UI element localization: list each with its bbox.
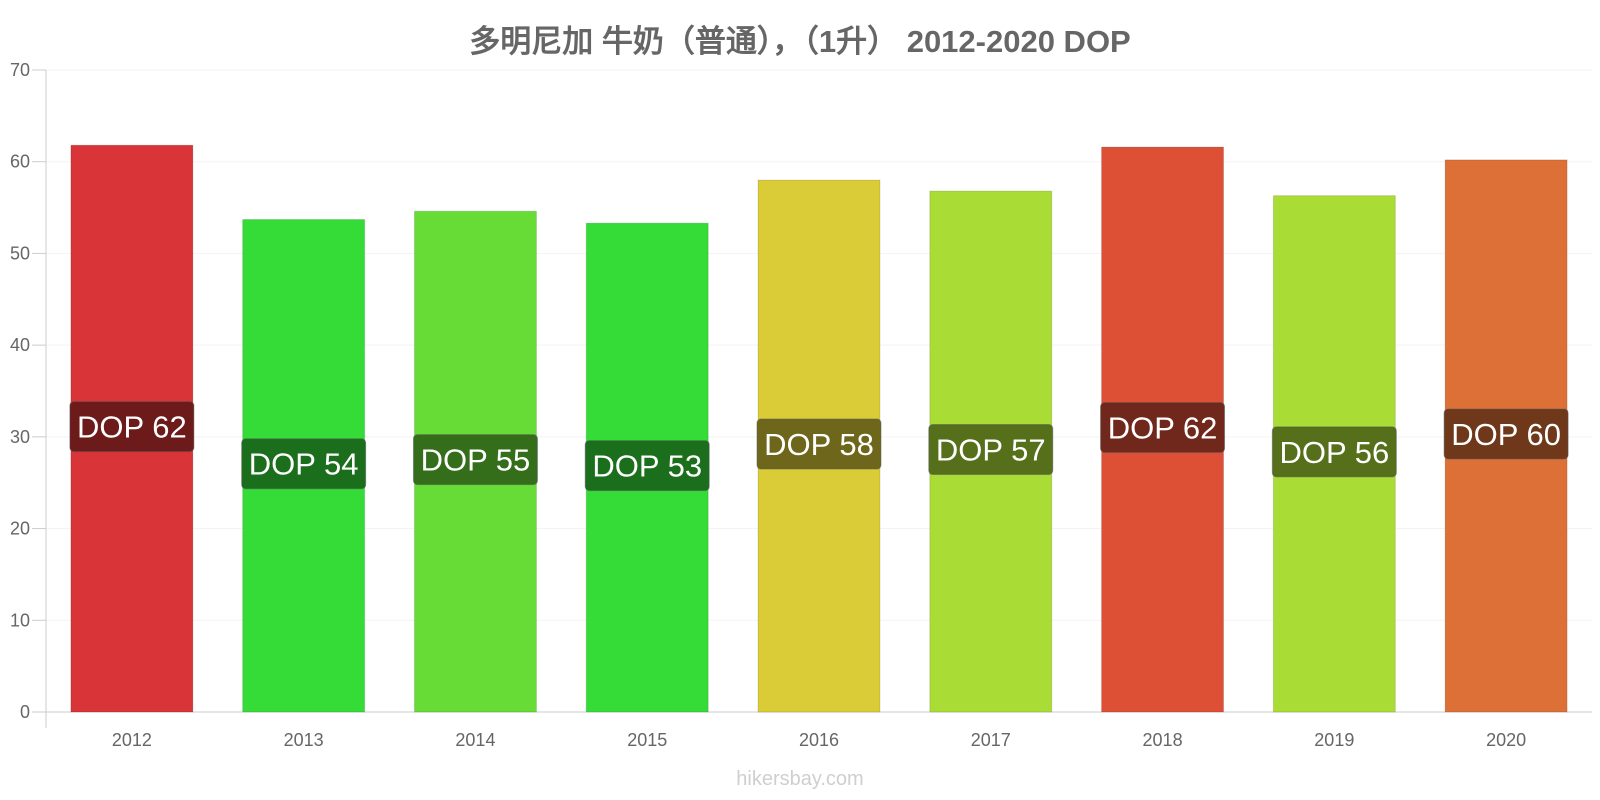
x-tick-label: 2019 — [1314, 730, 1354, 750]
data-label: DOP 62 — [1108, 411, 1218, 446]
data-label-box-2014 — [412, 434, 538, 486]
data-labels: DOP 62 DOP 54 DOP 55 DOP 53 DOP 58 DOP 57 DOP … — [69, 401, 1569, 492]
data-label-box-2020 — [1443, 408, 1569, 460]
data-label-box-2017 — [928, 424, 1054, 476]
axes: 0 10 20 30 40 50 60 70 2012 2013 2014 2015 2016 2017 2… — [10, 60, 1592, 750]
x-tick-label: 2015 — [627, 730, 667, 750]
data-label: DOP 62 — [77, 410, 187, 445]
data-label-box-2018 — [1100, 402, 1226, 454]
chart-title: 多明尼加 牛奶（普通），（1升） 2012-2020 DOP — [469, 24, 1131, 59]
data-label-box-2012 — [69, 401, 195, 453]
y-tick-label: 50 — [10, 243, 30, 263]
data-label: DOP 57 — [936, 433, 1046, 468]
data-label: DOP 54 — [249, 447, 359, 482]
y-tick-label: 60 — [10, 152, 30, 172]
data-label: DOP 55 — [421, 443, 531, 478]
x-tick-label: 2017 — [971, 730, 1011, 750]
data-label-box-2019 — [1271, 426, 1397, 478]
data-label-box-2016 — [756, 418, 882, 470]
y-tick-label: 0 — [20, 702, 30, 722]
x-tick-label: 2013 — [284, 730, 324, 750]
data-label: DOP 53 — [592, 449, 702, 484]
y-tick-label: 10 — [10, 610, 30, 630]
source-watermark: hikersbay.com — [736, 768, 864, 790]
data-label: DOP 58 — [764, 427, 874, 462]
y-tick-label: 20 — [10, 519, 30, 539]
x-tick-label: 2020 — [1486, 730, 1526, 750]
data-label-box-2015 — [584, 440, 710, 492]
x-tick-label: 2014 — [455, 730, 495, 750]
x-tick-label: 2012 — [112, 730, 152, 750]
data-label: DOP 56 — [1279, 435, 1389, 470]
y-tick-label: 30 — [10, 427, 30, 447]
x-tick-label: 2016 — [799, 730, 839, 750]
data-label-box-2013 — [241, 438, 367, 490]
y-tick-label: 70 — [10, 60, 30, 80]
data-label: DOP 60 — [1451, 417, 1561, 452]
x-tick-label: 2018 — [1143, 730, 1183, 750]
y-tick-label: 40 — [10, 335, 30, 355]
